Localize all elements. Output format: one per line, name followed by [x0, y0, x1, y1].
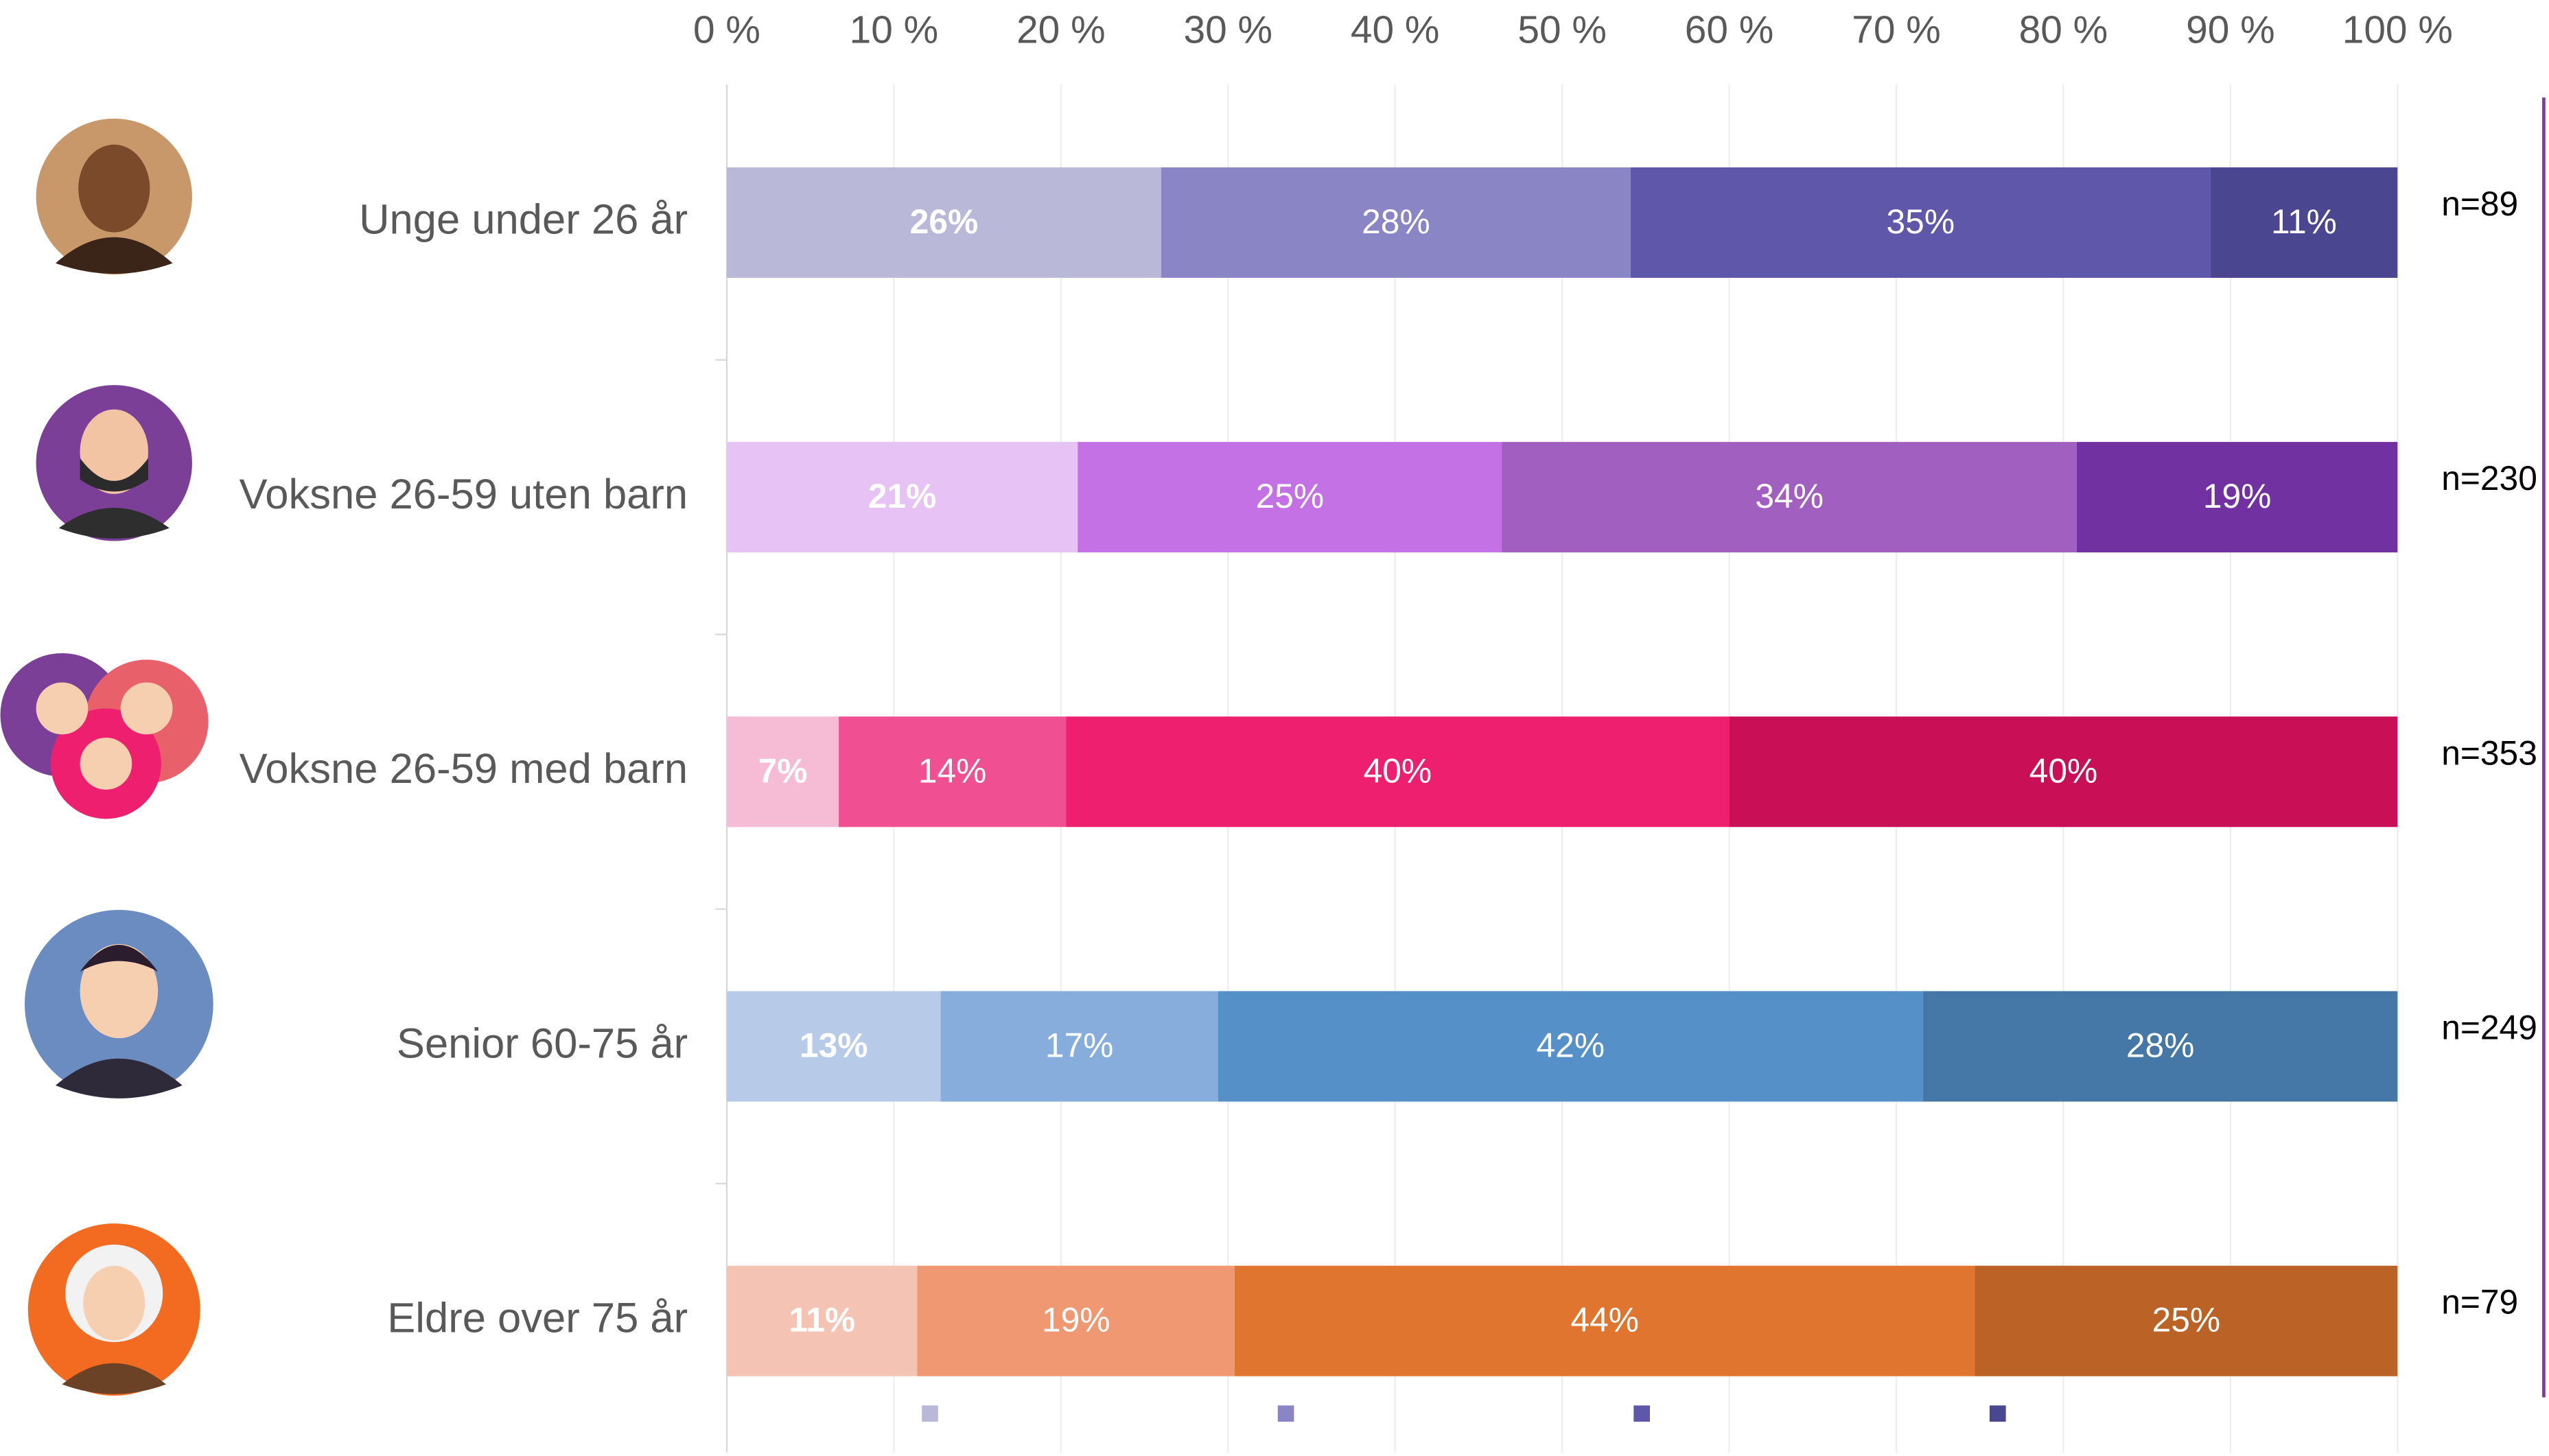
bar-segment: [726, 442, 1078, 553]
bar-segment: [1922, 991, 2398, 1102]
value-label: 44%: [1570, 1301, 1639, 1339]
x-tick-label: 50 %: [1517, 8, 1607, 51]
n-label: n=353: [2441, 733, 2537, 772]
bar-segment: [1235, 1265, 1975, 1376]
bar-segment: [917, 1265, 1235, 1376]
bar-segment: [2076, 442, 2398, 553]
bar-segment: [1729, 716, 2398, 827]
n-label: n=230: [2441, 459, 2537, 497]
category-label: Senior 60-75 år: [397, 1020, 688, 1067]
x-tick-label: 10 %: [850, 8, 939, 51]
value-label: 28%: [2126, 1026, 2195, 1065]
x-tick-label: 0 %: [693, 8, 760, 51]
value-label: 35%: [1887, 202, 1955, 241]
bar-segment: [2210, 167, 2398, 278]
value-label: 7%: [758, 751, 808, 790]
avatar-face: [78, 144, 150, 233]
bar-segment: [1630, 167, 2211, 278]
avatar-face: [80, 738, 132, 790]
bar-segment: [726, 1265, 918, 1376]
value-label: 17%: [1045, 1026, 1114, 1065]
bar-segment: [726, 991, 941, 1102]
value-label: 25%: [2152, 1301, 2221, 1339]
avatar-face: [83, 1265, 146, 1341]
category-label: Voksne 26-59 uten barn: [240, 471, 688, 518]
value-label: 11%: [789, 1301, 855, 1339]
category-label: Voksne 26-59 med barn: [240, 745, 688, 792]
x-tick-label: 80 %: [2019, 8, 2108, 51]
x-tick-label: 30 %: [1184, 8, 1273, 51]
category-label: Eldre over 75 år: [387, 1294, 688, 1341]
x-tick-label: 60 %: [1685, 8, 1774, 51]
bar-segment: [1161, 167, 1631, 278]
x-tick-label: 90 %: [2186, 8, 2275, 51]
value-label: 26%: [910, 202, 979, 241]
avatar-body: [55, 237, 173, 274]
bar-segment: [726, 716, 839, 827]
avatar-body: [62, 1363, 167, 1394]
avatar-face: [120, 682, 173, 735]
value-label: 40%: [2029, 751, 2098, 790]
avatar-face: [80, 409, 148, 494]
bar-segment: [1502, 442, 2077, 553]
bar-segment: [1218, 991, 1923, 1102]
bar-segment: [726, 167, 1161, 278]
value-label: 11%: [2271, 202, 2337, 241]
bar-segment: [1078, 442, 1502, 553]
x-tick-label: 40 %: [1351, 8, 1440, 51]
value-label: 19%: [2203, 477, 2272, 515]
bar-segment: [1975, 1265, 2398, 1376]
value-label: 28%: [1362, 202, 1430, 241]
avatar-beard: [80, 458, 148, 492]
avatar-body: [58, 508, 170, 539]
avatar-face: [80, 943, 159, 1039]
avatar-hair: [80, 944, 159, 972]
x-tick-label: 100 %: [2342, 8, 2453, 51]
bar-segment: [940, 991, 1218, 1102]
value-label: 34%: [1755, 477, 1824, 515]
x-tick-label: 20 %: [1016, 8, 1106, 51]
avatars: [0, 118, 213, 1396]
legend-marker: [1277, 1405, 1294, 1422]
value-label: 13%: [800, 1026, 868, 1065]
value-label: 40%: [1364, 751, 1432, 790]
n-label: n=89: [2441, 185, 2518, 223]
bar-segment: [1066, 716, 1730, 827]
x-tick-label: 70 %: [1852, 8, 1941, 51]
n-label: n=79: [2441, 1283, 2518, 1322]
value-label: 25%: [1256, 477, 1325, 515]
legend-marker: [922, 1405, 938, 1422]
legend-marker: [1989, 1405, 2006, 1422]
n-label: n=249: [2441, 1008, 2537, 1046]
bar-segment: [839, 716, 1067, 827]
legend-marker: [1633, 1405, 1651, 1422]
value-label: 21%: [868, 477, 937, 515]
avatar-body: [55, 1058, 183, 1099]
category-label: Unge under 26 år: [359, 196, 688, 244]
value-label: 14%: [918, 751, 987, 790]
avatar-face: [36, 682, 89, 735]
value-label: 19%: [1042, 1301, 1110, 1339]
value-label: 42%: [1537, 1026, 1605, 1065]
